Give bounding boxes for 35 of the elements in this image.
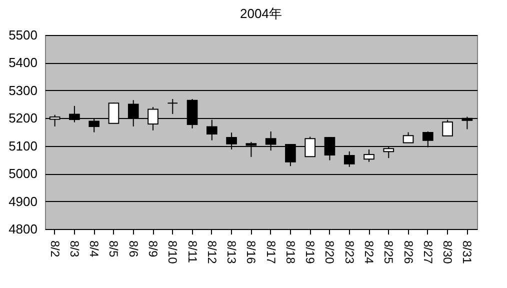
x-tick-label: 8/20 — [322, 240, 337, 264]
x-tick-label: 8/9 — [146, 240, 160, 258]
x-tick-label: 8/30 — [440, 240, 455, 264]
y-tick-label: 5300 — [8, 82, 38, 98]
x-tick-label: 8/27 — [420, 240, 435, 264]
x-tick-label: 8/4 — [87, 240, 102, 258]
y-tick-label: 4900 — [8, 194, 38, 209]
candlestick — [402, 132, 414, 144]
y-tick-label: 5100 — [8, 138, 38, 154]
x-tick-label: 8/26 — [401, 240, 416, 264]
x-tick-label: 8/5 — [106, 240, 121, 258]
y-tick-label: 5200 — [8, 110, 38, 126]
x-tick-label: 8/18 — [283, 240, 298, 264]
x-tick-label: 8/2 — [48, 240, 62, 258]
x-tick-label: 8/11 — [185, 240, 200, 264]
candlestick — [364, 148, 374, 162]
candlestick — [344, 150, 355, 168]
y-tick-label: 4800 — [8, 222, 38, 236]
chart-title: 2004年 — [240, 6, 282, 21]
x-tick-label: 8/31 — [460, 240, 474, 264]
x-tick-label: 8/16 — [244, 240, 258, 264]
x-tick-label: 8/13 — [224, 240, 239, 264]
x-tick-label: 8/23 — [342, 240, 356, 264]
x-tick-label: 8/3 — [67, 240, 82, 258]
x-tick-label: 8/12 — [204, 240, 219, 264]
x-tick-label: 8/17 — [264, 240, 278, 264]
x-tick-label: 8/24 — [362, 240, 376, 264]
y-tick-label: 5500 — [8, 28, 38, 42]
x-tick-label: 8/19 — [303, 240, 318, 264]
x-tick-label: 8/6 — [126, 240, 140, 258]
y-tick-label: 5000 — [8, 166, 38, 182]
candlestick — [167, 98, 178, 114]
y-tick-label: 5400 — [8, 55, 38, 70]
x-tick-label: 8/25 — [382, 240, 396, 264]
x-tick-label: 8/10 — [166, 240, 180, 264]
